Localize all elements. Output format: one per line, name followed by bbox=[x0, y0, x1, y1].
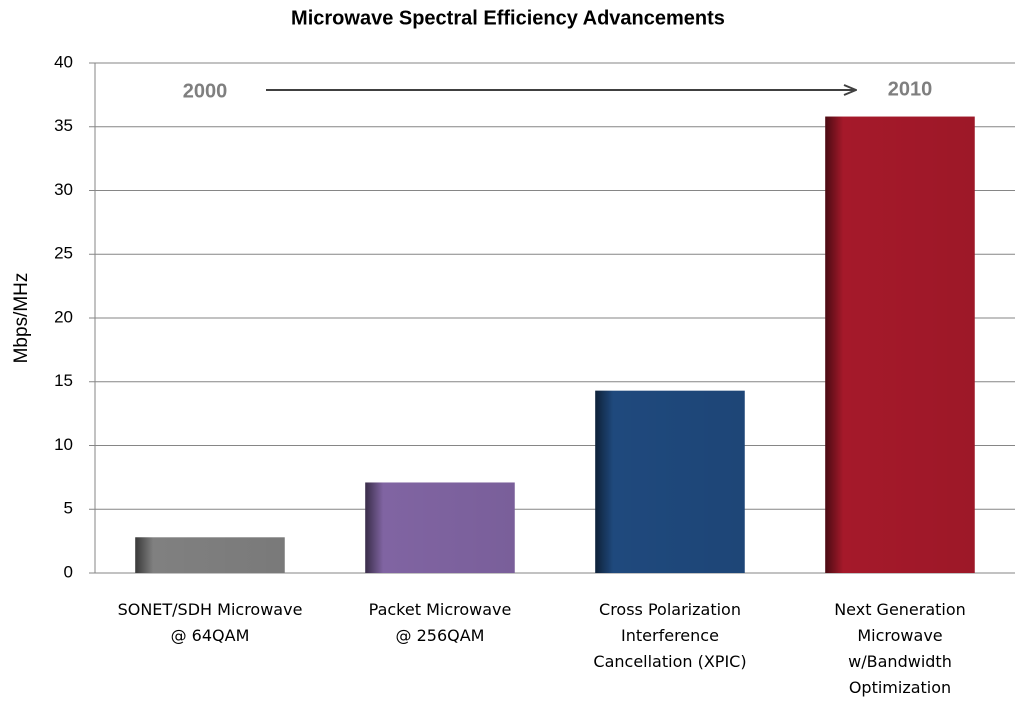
bar-shade bbox=[135, 537, 285, 573]
y-tick-label: 5 bbox=[64, 499, 73, 518]
y-tick-label: 20 bbox=[54, 307, 73, 326]
y-tick-label: 15 bbox=[54, 371, 73, 390]
x-tick-label: SONET/SDH Microwave @ 64QAM bbox=[117, 600, 303, 645]
y-tick-label: 0 bbox=[64, 562, 73, 581]
y-tick-label: 10 bbox=[54, 435, 73, 454]
x-tick-label: Next Generation Microwave w/Bandwidth Op… bbox=[834, 600, 966, 697]
bar-shade bbox=[595, 390, 745, 573]
y-tick-label: 25 bbox=[54, 244, 73, 263]
annotation: 2000 bbox=[183, 80, 228, 102]
x-tick-label: Packet Microwave @ 256QAM bbox=[368, 600, 512, 645]
y-tick-label: 35 bbox=[54, 116, 73, 135]
y-tick-label: 30 bbox=[54, 180, 73, 199]
chart-title: Microwave Spectral Efficiency Advancemen… bbox=[291, 7, 725, 29]
x-tick-label: Cross Polarization Interference Cancella… bbox=[593, 600, 747, 671]
bar-shade bbox=[365, 482, 515, 573]
y-axis-label: Mbps/MHz bbox=[11, 273, 32, 364]
y-tick-label: 40 bbox=[54, 52, 73, 71]
annotation: 2010 bbox=[888, 78, 933, 100]
bar-shade bbox=[825, 116, 975, 574]
